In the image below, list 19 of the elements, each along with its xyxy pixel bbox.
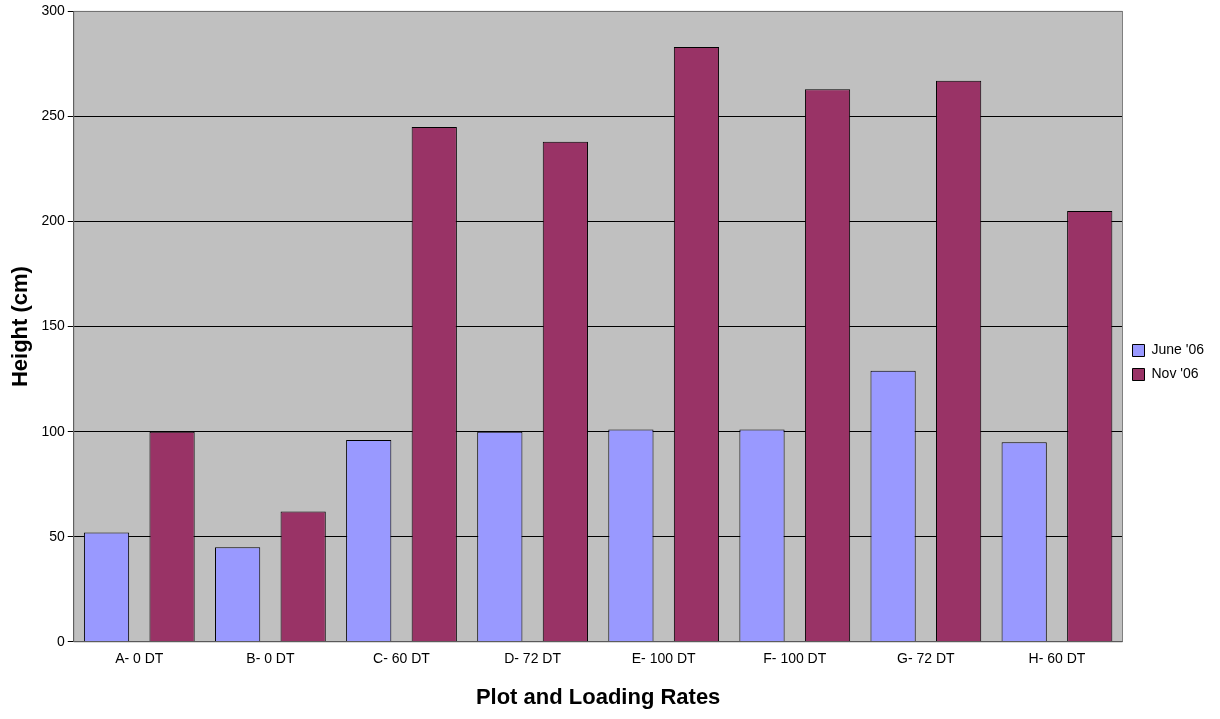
y-tick-label: 250 xyxy=(41,107,65,124)
x-tick-label: H- 60 DT xyxy=(1028,650,1086,667)
y-tick-label: 150 xyxy=(41,317,65,334)
x-tick-label: E- 100 DT xyxy=(631,650,697,667)
x-tick-label: G- 72 DT xyxy=(897,650,956,667)
x-tick-label: C- 60 DT xyxy=(373,650,431,667)
x-tick-label: A- 0 DT xyxy=(115,650,164,667)
x-tick-label: D- 72 DT xyxy=(504,650,562,667)
y-axis-title: Height (cm) xyxy=(7,266,33,388)
y-tick-label: 100 xyxy=(41,422,65,439)
x-axis-title: Plot and Loading Rates xyxy=(475,683,721,709)
y-tick-label: 0 xyxy=(56,632,65,649)
legend-label: June '06 xyxy=(1151,341,1205,358)
y-tick-label: 300 xyxy=(41,2,65,19)
x-tick-label: F- 100 DT xyxy=(763,650,827,667)
legend-label: Nov '06 xyxy=(1151,365,1199,382)
y-tick-label: 200 xyxy=(41,212,65,229)
y-tick-label: 50 xyxy=(49,527,65,544)
x-tick-label: B- 0 DT xyxy=(246,650,295,667)
